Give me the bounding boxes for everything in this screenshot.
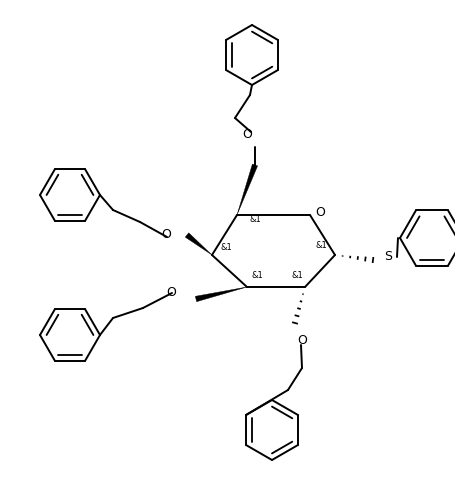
Text: &1: &1 — [251, 270, 263, 280]
Text: &1: &1 — [315, 241, 327, 250]
Text: &1: &1 — [249, 215, 261, 225]
Text: O: O — [242, 129, 252, 142]
Polygon shape — [195, 287, 247, 302]
Text: &1: &1 — [220, 242, 232, 252]
Text: &1: &1 — [291, 270, 303, 280]
Text: O: O — [161, 228, 171, 241]
Text: O: O — [315, 205, 325, 218]
Text: O: O — [166, 285, 176, 298]
Polygon shape — [185, 233, 212, 255]
Text: O: O — [297, 335, 307, 348]
Polygon shape — [237, 164, 258, 215]
Text: S: S — [384, 250, 392, 263]
